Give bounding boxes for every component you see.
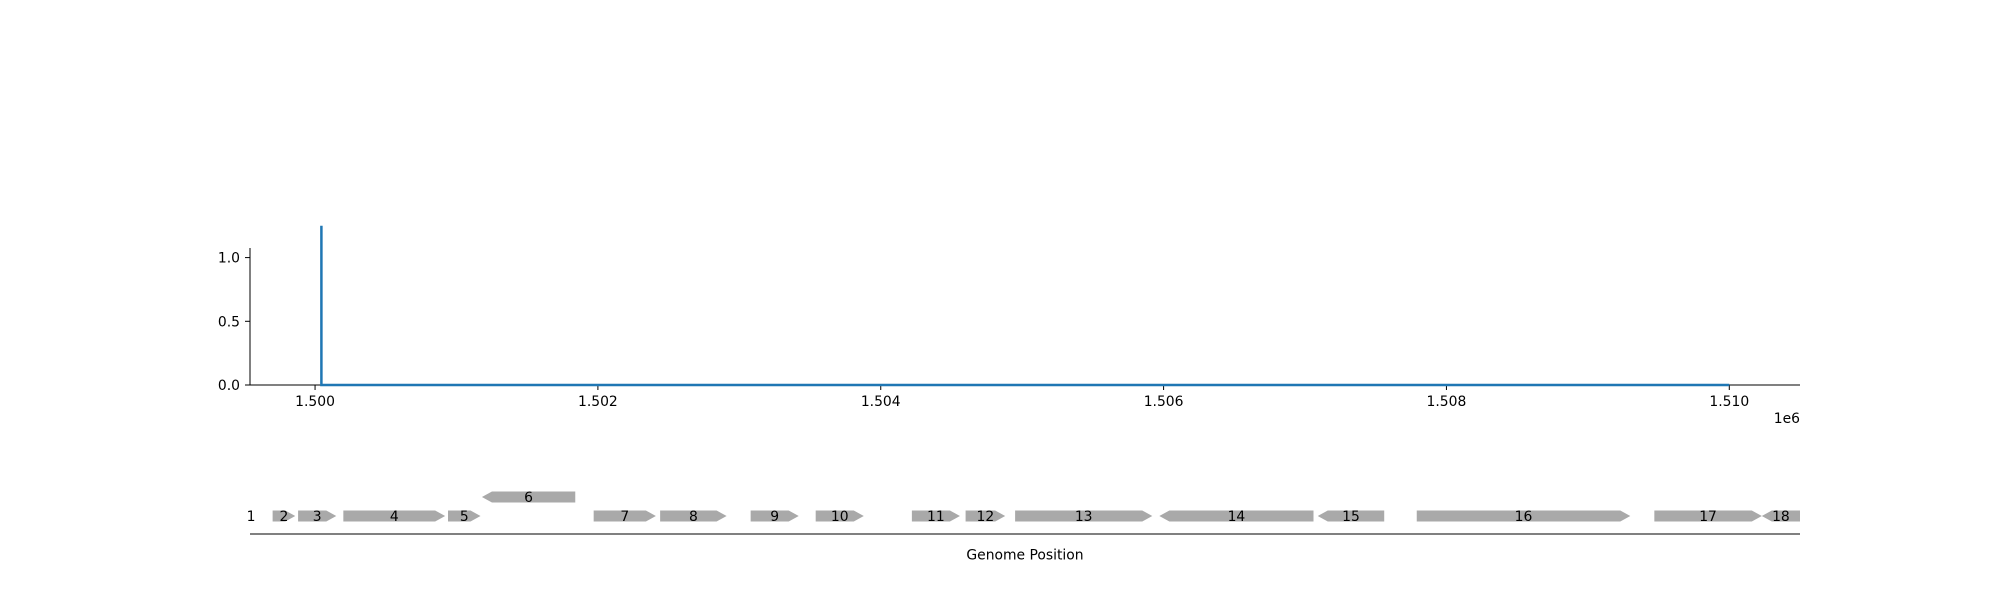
y-tick-label: 1.0 — [218, 251, 240, 267]
gene-label: 13 — [1075, 509, 1093, 525]
gene-arrow — [593, 510, 656, 522]
gene-arrow — [447, 510, 481, 522]
gene-track: 1 2 3 4 567 8 9 10 11 12 13 14 15 16 17 18 Genome Posit… — [247, 490, 1800, 564]
gene-label: 12 — [977, 509, 995, 525]
gene-label: 15 — [1342, 509, 1360, 525]
x-tick-label: 1.506 — [1144, 394, 1184, 410]
gene-label: 8 — [689, 509, 698, 525]
gene-label: 1 — [247, 509, 256, 525]
gene-arrow — [1761, 510, 1800, 522]
gene-label: 16 — [1515, 509, 1533, 525]
gene-arrow — [1416, 510, 1631, 522]
x-tick-label: 1.502 — [578, 394, 618, 410]
gene-arrow — [1317, 510, 1385, 522]
gene-arrow — [1654, 510, 1762, 522]
gene-arrow — [750, 510, 799, 522]
gene-arrow — [298, 510, 337, 522]
y-axis-ticks: 0.0 0.5 1.0 — [218, 251, 250, 394]
x-tick-label: 1.508 — [1427, 394, 1467, 410]
y-tick-label: 0.0 — [218, 378, 240, 394]
gene-label: 11 — [927, 509, 945, 525]
gene-label: 14 — [1228, 509, 1246, 525]
y-tick-label: 0.5 — [218, 314, 240, 330]
gene-arrow — [965, 510, 1006, 522]
gene-label: 17 — [1699, 509, 1717, 525]
gene-arrow — [343, 510, 446, 522]
gene-label: 5 — [460, 509, 469, 525]
gene-label: 9 — [770, 509, 779, 525]
gene-arrow — [911, 510, 960, 522]
gene-label: 3 — [313, 509, 322, 525]
x-tick-label: 1.504 — [861, 394, 901, 410]
gene-arrow — [1015, 510, 1153, 522]
gene-arrow — [815, 510, 864, 522]
coverage-series-line — [320, 225, 1730, 387]
gene-label: 18 — [1772, 509, 1790, 525]
x-tick-label: 1.510 — [1709, 394, 1749, 410]
gene-arrow — [272, 510, 296, 522]
gene-label: 7 — [620, 509, 629, 525]
gene-arrow — [481, 491, 576, 503]
gene-label: 2 — [280, 509, 289, 525]
series-layer — [320, 225, 1730, 387]
gene-arrow — [1159, 510, 1314, 522]
gene-label: 10 — [831, 509, 849, 525]
x-axis-offset-label: 1e6 — [1774, 411, 1800, 427]
coverage-plot: 1.500 1.502 1.504 1.506 1.508 1.510 0.0 0.5 1.0… — [218, 225, 1800, 427]
x-tick-label: 1.500 — [295, 394, 335, 410]
gene-arrow — [660, 510, 727, 522]
genes-layer: 1 2 3 4 567 8 9 10 11 12 13 14 15 16 17 18 — [247, 490, 1800, 525]
gene-label: 4 — [390, 509, 399, 525]
x-axis-ticks: 1.500 1.502 1.504 1.506 1.508 1.510 — [295, 385, 1749, 410]
gene-track-xlabel: Genome Position — [966, 548, 1083, 564]
gene-label: 6 — [524, 490, 533, 506]
